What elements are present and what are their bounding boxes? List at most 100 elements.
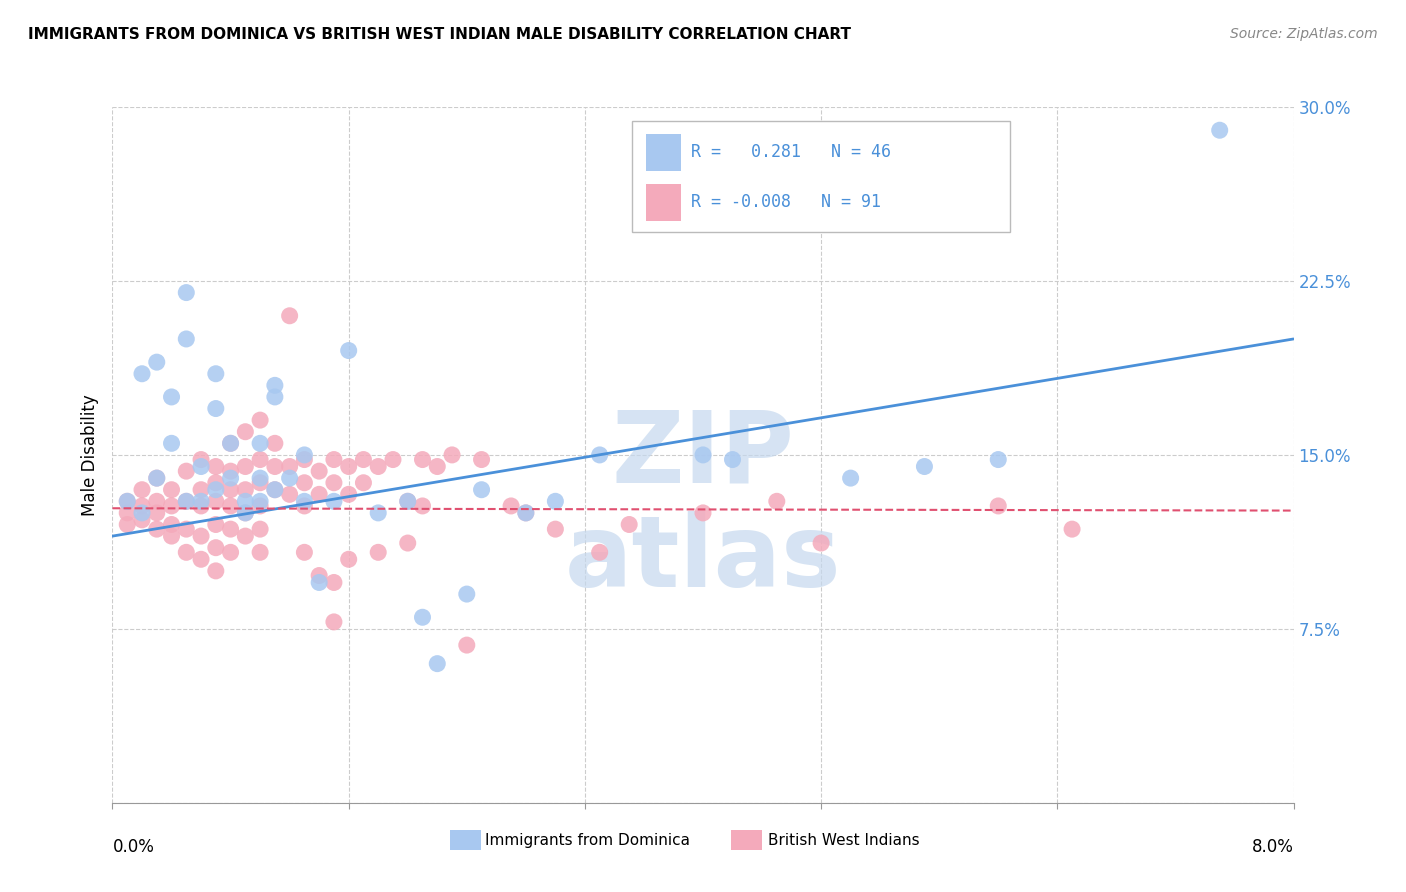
Point xyxy=(205,564,228,578)
Point xyxy=(264,390,287,404)
Point xyxy=(117,494,138,508)
Point xyxy=(160,436,183,450)
Point xyxy=(205,541,228,555)
Point xyxy=(219,522,242,536)
Point xyxy=(233,483,256,497)
Point xyxy=(292,545,315,559)
Text: 8.0%: 8.0% xyxy=(1251,838,1294,856)
Point xyxy=(174,545,197,559)
Point xyxy=(131,506,153,520)
Point xyxy=(174,332,197,346)
Point xyxy=(233,494,256,508)
Point xyxy=(174,285,197,300)
Point xyxy=(456,587,478,601)
Text: IMMIGRANTS FROM DOMINICA VS BRITISH WEST INDIAN MALE DISABILITY CORRELATION CHAR: IMMIGRANTS FROM DOMINICA VS BRITISH WEST… xyxy=(28,27,851,42)
Point xyxy=(308,575,330,590)
Point xyxy=(588,545,610,559)
Point xyxy=(1208,123,1232,137)
Point xyxy=(692,448,714,462)
Point xyxy=(396,494,419,508)
Point xyxy=(264,483,287,497)
Point xyxy=(914,459,936,474)
Point xyxy=(278,471,301,485)
Point xyxy=(249,475,271,490)
Point xyxy=(292,475,315,490)
Point xyxy=(190,552,212,566)
Y-axis label: Male Disability: Male Disability xyxy=(82,394,100,516)
Text: British West Indians: British West Indians xyxy=(768,833,920,847)
Point xyxy=(249,494,271,508)
Text: R =   0.281   N = 46: R = 0.281 N = 46 xyxy=(692,143,891,161)
Point xyxy=(233,506,256,520)
Point xyxy=(117,517,138,532)
Point xyxy=(426,459,449,474)
Point xyxy=(278,487,301,501)
Point xyxy=(205,367,228,381)
Point xyxy=(308,464,330,478)
Point xyxy=(146,355,169,369)
Point xyxy=(323,615,346,629)
Point xyxy=(337,487,360,501)
Point xyxy=(174,494,197,508)
Text: atlas: atlas xyxy=(565,511,841,607)
Point xyxy=(190,452,212,467)
Point xyxy=(308,568,330,582)
Point xyxy=(264,483,287,497)
Point xyxy=(367,506,389,520)
Point xyxy=(233,459,256,474)
Point xyxy=(219,464,242,478)
Point xyxy=(219,471,242,485)
Point xyxy=(292,499,315,513)
Text: 0.0%: 0.0% xyxy=(112,838,155,856)
Point xyxy=(249,545,271,559)
Text: Source: ZipAtlas.com: Source: ZipAtlas.com xyxy=(1230,27,1378,41)
Point xyxy=(233,529,256,543)
Text: R = -0.008   N = 91: R = -0.008 N = 91 xyxy=(692,194,882,211)
Point xyxy=(174,464,197,478)
Point xyxy=(190,459,212,474)
Point xyxy=(544,494,567,508)
Point xyxy=(117,506,138,520)
Point xyxy=(323,475,346,490)
Point xyxy=(810,536,832,550)
Text: ZIP: ZIP xyxy=(612,407,794,503)
Point xyxy=(160,483,183,497)
Point xyxy=(471,483,494,497)
Point xyxy=(233,506,256,520)
Point xyxy=(412,499,434,513)
Point xyxy=(219,545,242,559)
Point xyxy=(249,436,271,450)
Point xyxy=(692,506,714,520)
Point xyxy=(588,448,610,462)
Point xyxy=(249,452,271,467)
Point xyxy=(160,529,183,543)
Point xyxy=(323,575,346,590)
Point xyxy=(205,401,228,416)
Point xyxy=(117,494,138,508)
Point xyxy=(146,494,169,508)
Point xyxy=(190,494,212,508)
Point xyxy=(619,517,641,532)
Point xyxy=(441,448,464,462)
Point xyxy=(249,471,271,485)
Point xyxy=(264,459,287,474)
Point xyxy=(515,506,537,520)
Point xyxy=(426,657,449,671)
Point xyxy=(264,378,287,392)
Point xyxy=(219,499,242,513)
Point xyxy=(190,483,212,497)
Point xyxy=(249,522,271,536)
Point xyxy=(987,499,1010,513)
Point xyxy=(367,459,389,474)
Point xyxy=(352,475,374,490)
Point xyxy=(146,522,169,536)
Point xyxy=(174,494,197,508)
Point xyxy=(765,494,787,508)
Point xyxy=(233,425,256,439)
Point xyxy=(131,483,153,497)
Point xyxy=(278,309,301,323)
Point xyxy=(721,452,744,467)
Point xyxy=(205,517,228,532)
Point xyxy=(131,499,153,513)
Point xyxy=(323,452,346,467)
